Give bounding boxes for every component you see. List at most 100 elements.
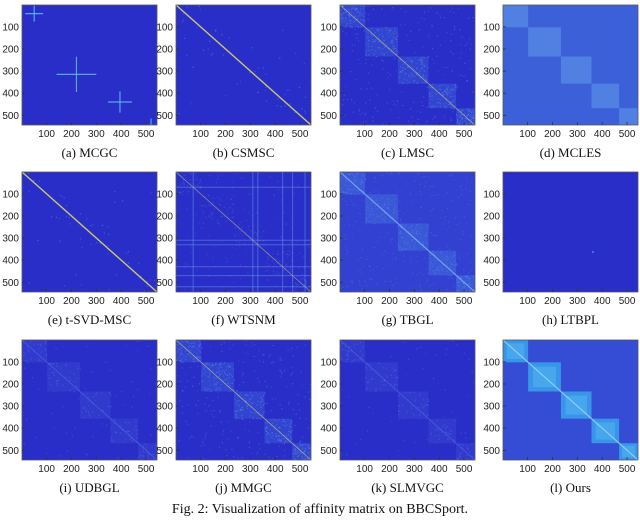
affinity-cell (131, 406, 133, 408)
affinity-cell (419, 69, 422, 72)
affinity-cell (360, 18, 362, 21)
affinity-cell (380, 197, 383, 200)
affinity-cell (389, 194, 391, 196)
affinity-cell (419, 246, 421, 248)
affinity-cell (461, 447, 464, 449)
affinity-cell (39, 344, 41, 346)
affinity-cell (465, 122, 467, 124)
affinity-cell (279, 440, 282, 443)
affinity-cell (364, 28, 366, 30)
affinity-cell (234, 227, 236, 229)
affinity-cell (354, 180, 356, 182)
affinity-cell (309, 243, 311, 245)
affinity-cell (367, 430, 369, 432)
affinity-cell (401, 249, 404, 251)
affinity-cell (277, 188, 280, 191)
affinity-cell (406, 224, 408, 226)
affinity-cell (191, 385, 194, 387)
affinity-cell (381, 52, 384, 54)
affinity-cell (299, 441, 301, 443)
y-tick-label: 500 (320, 278, 337, 289)
affinity-cell (235, 247, 237, 250)
affinity-cell (368, 209, 370, 212)
affinity-cell (370, 207, 372, 210)
x-tick-label: 100 (356, 464, 373, 475)
affinity-cell (473, 116, 475, 118)
affinity-cell (181, 358, 183, 360)
affinity-cell (383, 40, 385, 42)
affinity-cell (352, 111, 355, 113)
affinity-cell (261, 400, 263, 402)
affinity-cell (183, 37, 186, 40)
affinity-cell (450, 430, 452, 432)
affinity-cell (279, 260, 281, 263)
affinity-cell (215, 362, 217, 364)
affinity-cell (456, 284, 459, 286)
affinity-cell (268, 442, 270, 444)
affinity-cell (210, 425, 212, 427)
affinity-cell (228, 365, 231, 367)
affinity-cell (410, 201, 412, 203)
affinity-cell (376, 208, 378, 210)
diagonal-line (22, 340, 157, 460)
affinity-cell (431, 88, 433, 90)
affinity-cell (295, 453, 297, 455)
affinity-cell (398, 410, 400, 412)
x-tick-label: 300 (242, 129, 259, 140)
y-tick-label: 500 (320, 446, 337, 457)
affinity-cell (444, 115, 446, 117)
affinity-cell (248, 400, 250, 402)
affinity-cell (357, 11, 359, 13)
affinity-cell (271, 431, 273, 434)
affinity-cell (411, 239, 413, 241)
affinity-cell (391, 40, 393, 42)
affinity-cell (230, 207, 232, 209)
affinity-cell (386, 102, 388, 104)
affinity-cell (354, 9, 356, 11)
affinity-cell (444, 252, 446, 254)
affinity-cell (445, 107, 447, 109)
affinity-cell (284, 425, 287, 427)
affinity-cell (457, 280, 459, 282)
affinity-cell (226, 366, 228, 368)
affinity-cell (182, 190, 184, 193)
affinity-cell (346, 192, 348, 194)
affinity-cell (419, 63, 422, 66)
affinity-cell (463, 283, 466, 285)
y-tick-label: 400 (156, 89, 173, 100)
affinity-cell (379, 236, 382, 238)
affinity-cell (293, 290, 295, 292)
affinity-cell (419, 183, 421, 185)
affinity-cell (401, 237, 403, 239)
affinity-cell (56, 365, 58, 367)
affinity-cell (366, 367, 368, 369)
affinity-cell (299, 444, 301, 446)
affinity-cell (363, 19, 365, 21)
affinity-cell (416, 67, 418, 69)
affinity-cell (420, 241, 422, 243)
affinity-cell (189, 350, 191, 353)
affinity-cell (261, 398, 264, 401)
y-tick-label: 100 (483, 357, 500, 368)
affinity-cell (358, 182, 360, 184)
affinity-cell (265, 433, 267, 435)
affinity-cell (199, 9, 201, 11)
affinity-cell (377, 213, 379, 215)
affinity-cell (119, 432, 121, 434)
affinity-cell (232, 455, 235, 458)
affinity-cell (267, 432, 270, 434)
affinity-cell (289, 425, 291, 428)
x-tick-label: 300 (242, 464, 259, 475)
affinity-cell (362, 20, 364, 22)
diagonal-line (340, 340, 475, 460)
affinity-cell (406, 392, 408, 394)
affinity-cell (378, 40, 381, 43)
affinity-cell (245, 394, 247, 396)
heatmap-cells (340, 172, 475, 292)
affinity-cell (439, 274, 441, 276)
affinity-cell (371, 214, 374, 216)
affinity-cell (208, 269, 210, 271)
affinity-cell (349, 193, 351, 195)
